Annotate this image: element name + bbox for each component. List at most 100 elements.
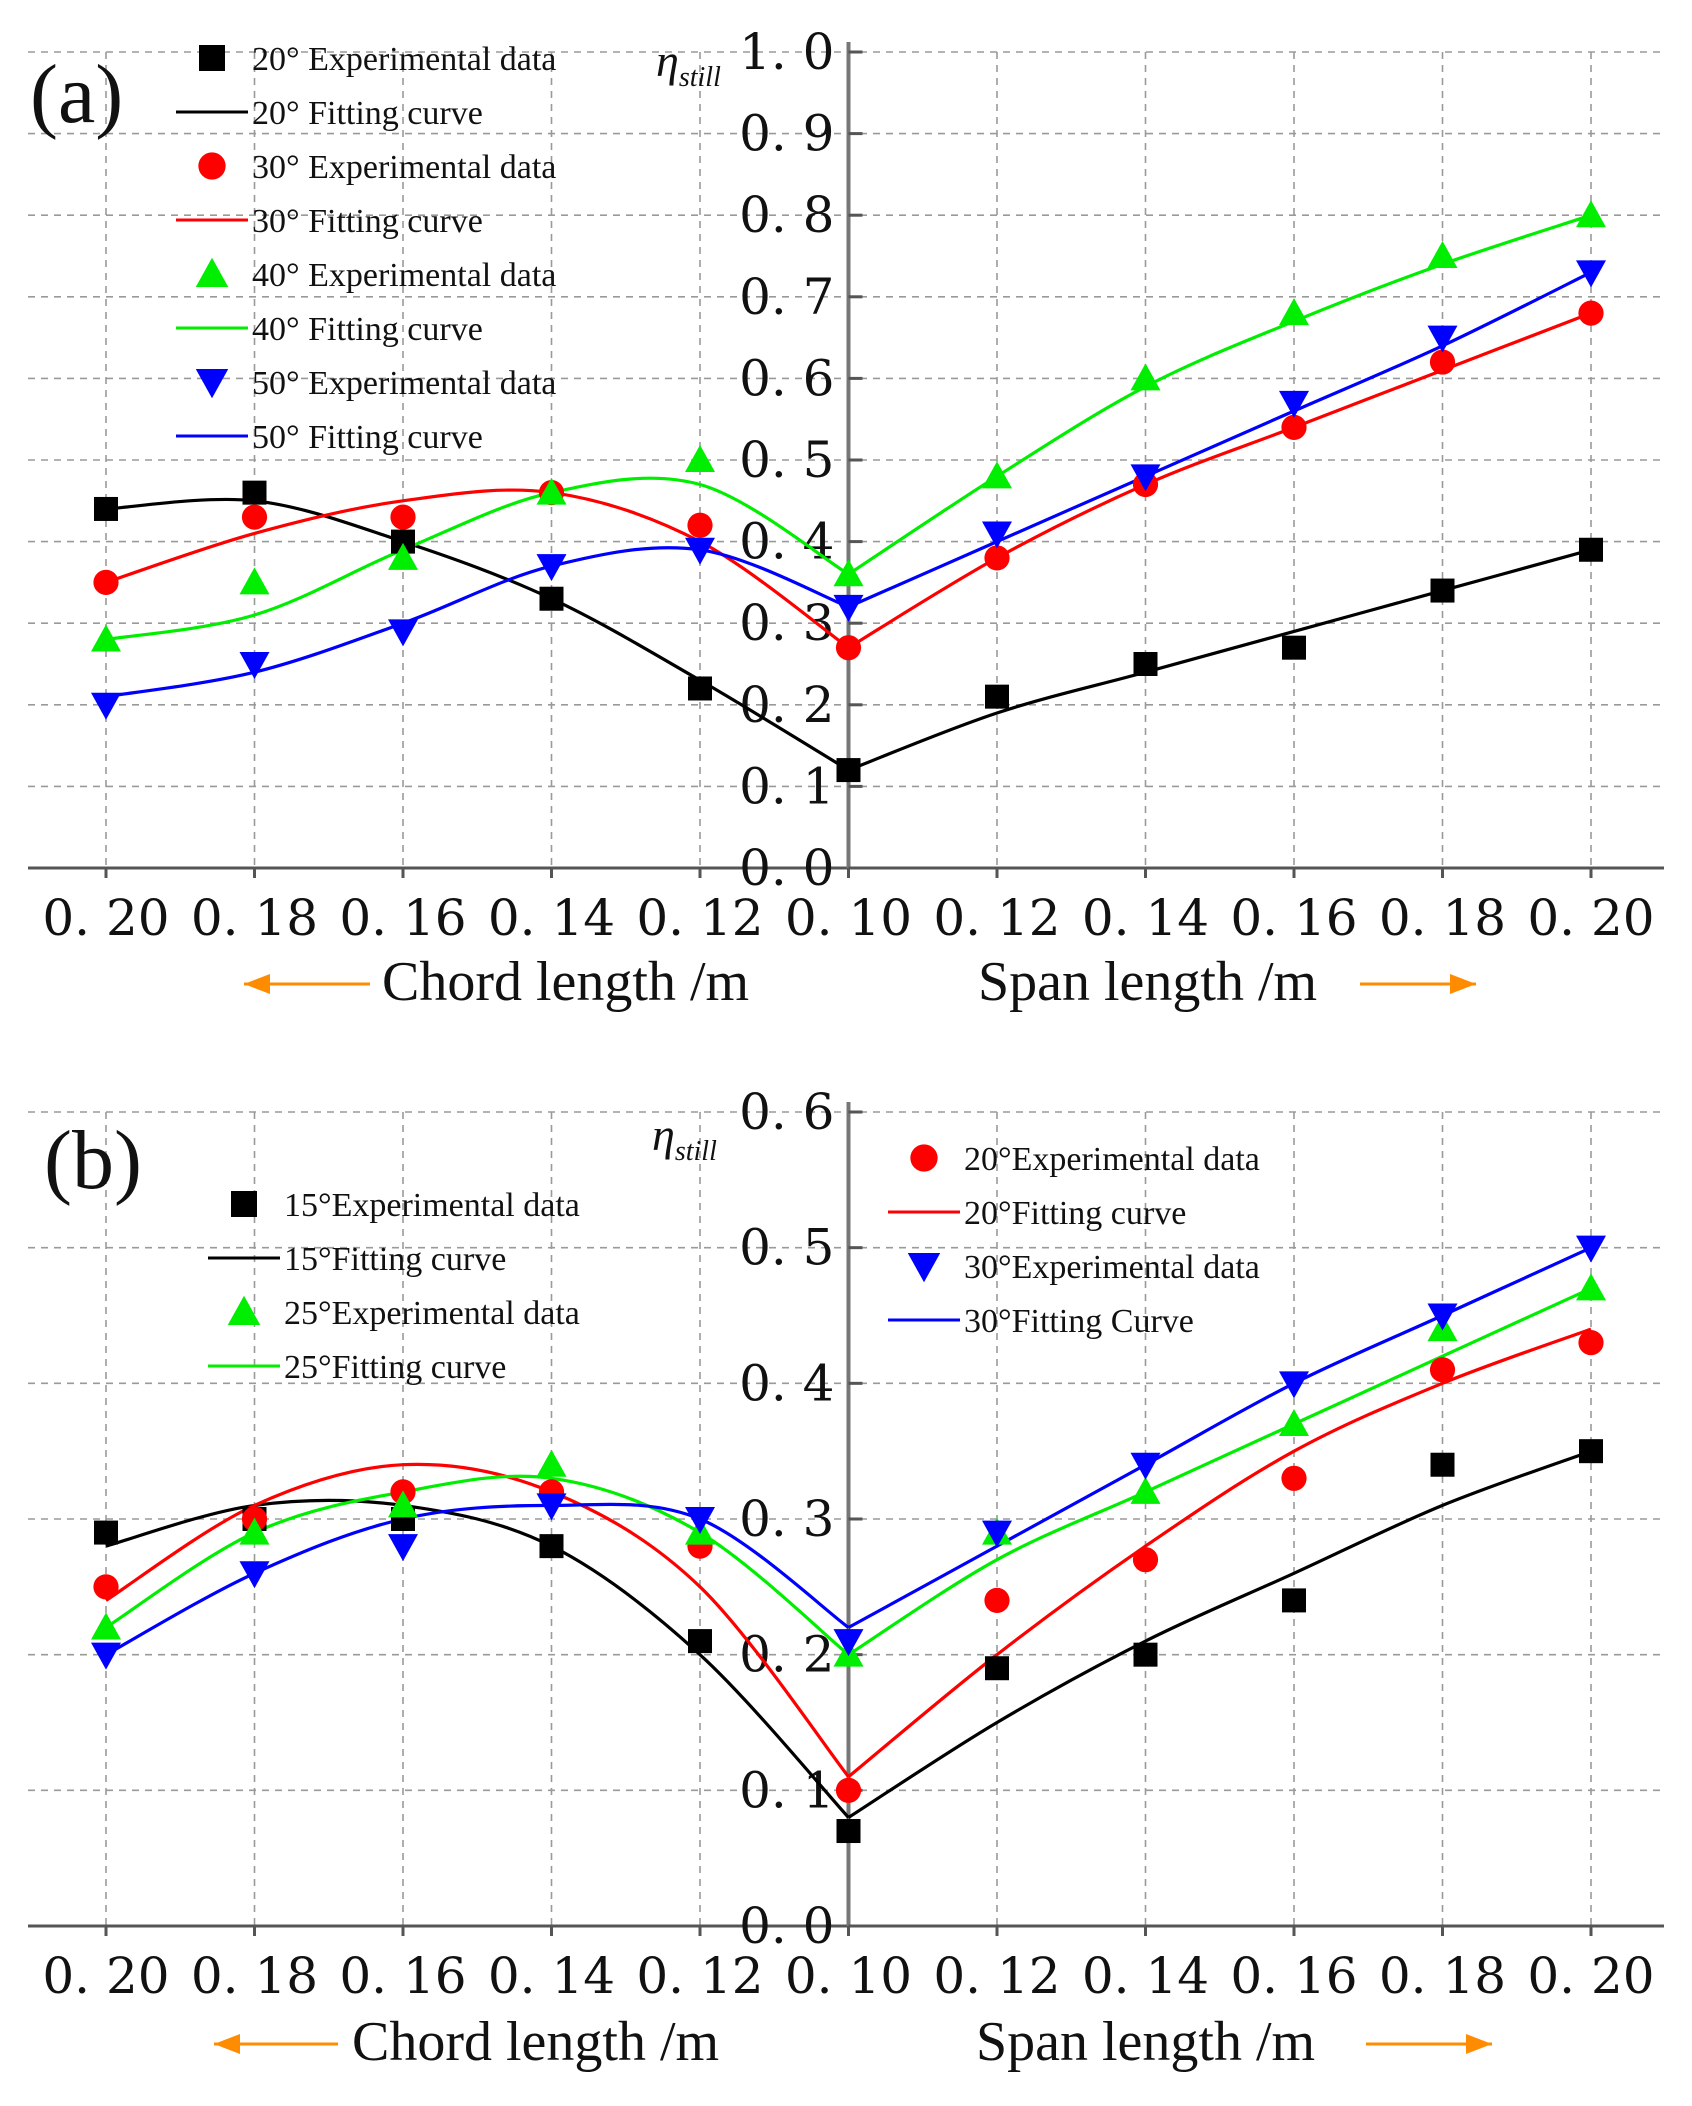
legend-label: 50° Experimental data [252, 365, 556, 402]
x-tick-label: 0. 20 [1527, 1947, 1654, 2005]
x-tick-label: 0. 18 [191, 889, 318, 947]
legend-label: 30°Experimental data [964, 1249, 1260, 1286]
fitting-curve-25deg [105, 1286, 1592, 1657]
y-tick-label: 1. 0 [739, 23, 834, 81]
x-tick-label: 0. 12 [933, 1947, 1060, 2005]
data-point-30deg [388, 1534, 418, 1562]
data-point-20deg [1430, 578, 1455, 603]
y-tick-label: 0. 0 [739, 839, 834, 897]
fitting-curve-20deg [105, 1327, 1592, 1779]
y-tick-label: 0. 3 [739, 1490, 834, 1548]
x-tick-label: 0. 20 [42, 889, 169, 947]
y-tick-label: 0. 1 [739, 1761, 834, 1819]
data-point-20deg [1281, 1465, 1307, 1491]
data-point-20deg [242, 480, 267, 505]
x-axis-title-span: Span length /m [976, 2011, 1315, 2073]
x-axis-title-chord: Chord length /m [352, 2011, 719, 2073]
right-arrow-head [1450, 974, 1476, 994]
data-point-20deg [539, 586, 564, 611]
data-point-40deg [982, 461, 1012, 489]
data-point-30deg [984, 545, 1010, 571]
data-point-40deg [1279, 298, 1309, 326]
data-point-40deg [1427, 241, 1458, 268]
y-tick-label: 0. 2 [739, 676, 834, 734]
data-point-25deg [1279, 1409, 1309, 1437]
data-point-50deg [685, 537, 715, 565]
data-point-30deg [687, 512, 713, 538]
x-tick-label: 0. 18 [1379, 889, 1506, 947]
data-point-50deg [1576, 260, 1606, 288]
data-point-20deg [1133, 652, 1158, 676]
x-tick-label: 0. 18 [191, 1947, 318, 2005]
data-point-30deg [833, 1629, 864, 1657]
data-point-15deg [836, 1819, 861, 1844]
data-point-30deg [536, 1493, 567, 1521]
legend-marker [907, 1253, 941, 1283]
legend-label: 20°Experimental data [964, 1141, 1260, 1178]
data-point-25deg [91, 1612, 121, 1640]
data-point-30deg [1281, 414, 1307, 440]
x-tick-label: 0. 16 [1230, 1947, 1357, 2005]
legend-label: 30°Fitting Curve [964, 1303, 1194, 1340]
data-point-25deg [1576, 1273, 1606, 1301]
x-tick-label: 0. 12 [636, 1947, 763, 2005]
x-tick-label: 0. 14 [1082, 1947, 1209, 2005]
x-tick-label: 0. 12 [933, 889, 1060, 947]
legend-label: 25°Fitting curve [284, 1349, 506, 1386]
panel-label: (a) [30, 48, 123, 141]
fitting-curve-50deg [105, 270, 1592, 699]
x-tick-label: 0. 16 [339, 889, 466, 947]
y-axis-label: ηstill [652, 1109, 717, 1167]
data-point-20deg [1579, 537, 1603, 562]
x-tick-label: 0. 20 [1527, 889, 1654, 947]
data-point-50deg [388, 619, 418, 647]
data-point-15deg [1282, 1588, 1306, 1613]
y-tick-label: 0. 6 [739, 1083, 834, 1141]
y-tick-label: 0. 5 [739, 1219, 834, 1277]
data-point-20deg [1132, 1547, 1159, 1573]
left-arrow-head [214, 2034, 240, 2054]
legend-marker [231, 1191, 257, 1217]
data-point-40deg [388, 542, 418, 570]
data-point-20deg [94, 496, 118, 521]
data-point-25deg [239, 1517, 270, 1545]
data-point-25deg [1130, 1476, 1161, 1504]
data-point-50deg [91, 692, 121, 720]
data-point-40deg [91, 624, 121, 652]
fitting-curve-30deg [105, 1246, 1592, 1657]
data-point-20deg [1429, 1357, 1456, 1383]
data-point-20deg [1578, 1330, 1604, 1356]
data-point-30deg [685, 1507, 715, 1534]
legend-label: 20°Fitting curve [964, 1195, 1186, 1232]
data-point-40deg [685, 445, 715, 472]
y-tick-label: 0. 8 [739, 186, 834, 244]
legend-label: 40° Fitting curve [252, 311, 483, 348]
grid [28, 1111, 1664, 1926]
x-tick-label: 0. 14 [1082, 889, 1209, 947]
data-point-40deg [239, 567, 270, 595]
legend-label: 50° Fitting curve [252, 419, 483, 456]
left-arrow-head [244, 974, 270, 994]
x-tick-label: 0. 12 [636, 889, 763, 947]
data-point-50deg [536, 554, 567, 582]
legend-label: 20° Fitting curve [252, 95, 483, 132]
y-tick-label: 0. 0 [739, 1897, 834, 1955]
y-tick-label: 0. 4 [739, 513, 834, 571]
data-point-30deg [93, 569, 119, 596]
y-tick-label: 0. 2 [739, 1626, 834, 1684]
x-tick-label: 0. 10 [785, 889, 912, 947]
data-point-30deg [390, 504, 416, 530]
data-point-15deg [1430, 1452, 1455, 1477]
data-point-15deg [539, 1534, 564, 1559]
data-point-25deg [388, 1490, 418, 1518]
data-point-30deg [1427, 1303, 1458, 1331]
data-point-40deg [536, 477, 567, 505]
x-axis-title-span: Span length /m [978, 951, 1317, 1013]
legend-marker [227, 1295, 261, 1325]
legend-marker [910, 1144, 938, 1172]
right-arrow-head [1466, 2034, 1492, 2054]
data-point-15deg [1579, 1439, 1603, 1464]
legend-label: 15°Fitting curve [284, 1241, 506, 1278]
y-tick-label: 0. 7 [739, 268, 834, 326]
